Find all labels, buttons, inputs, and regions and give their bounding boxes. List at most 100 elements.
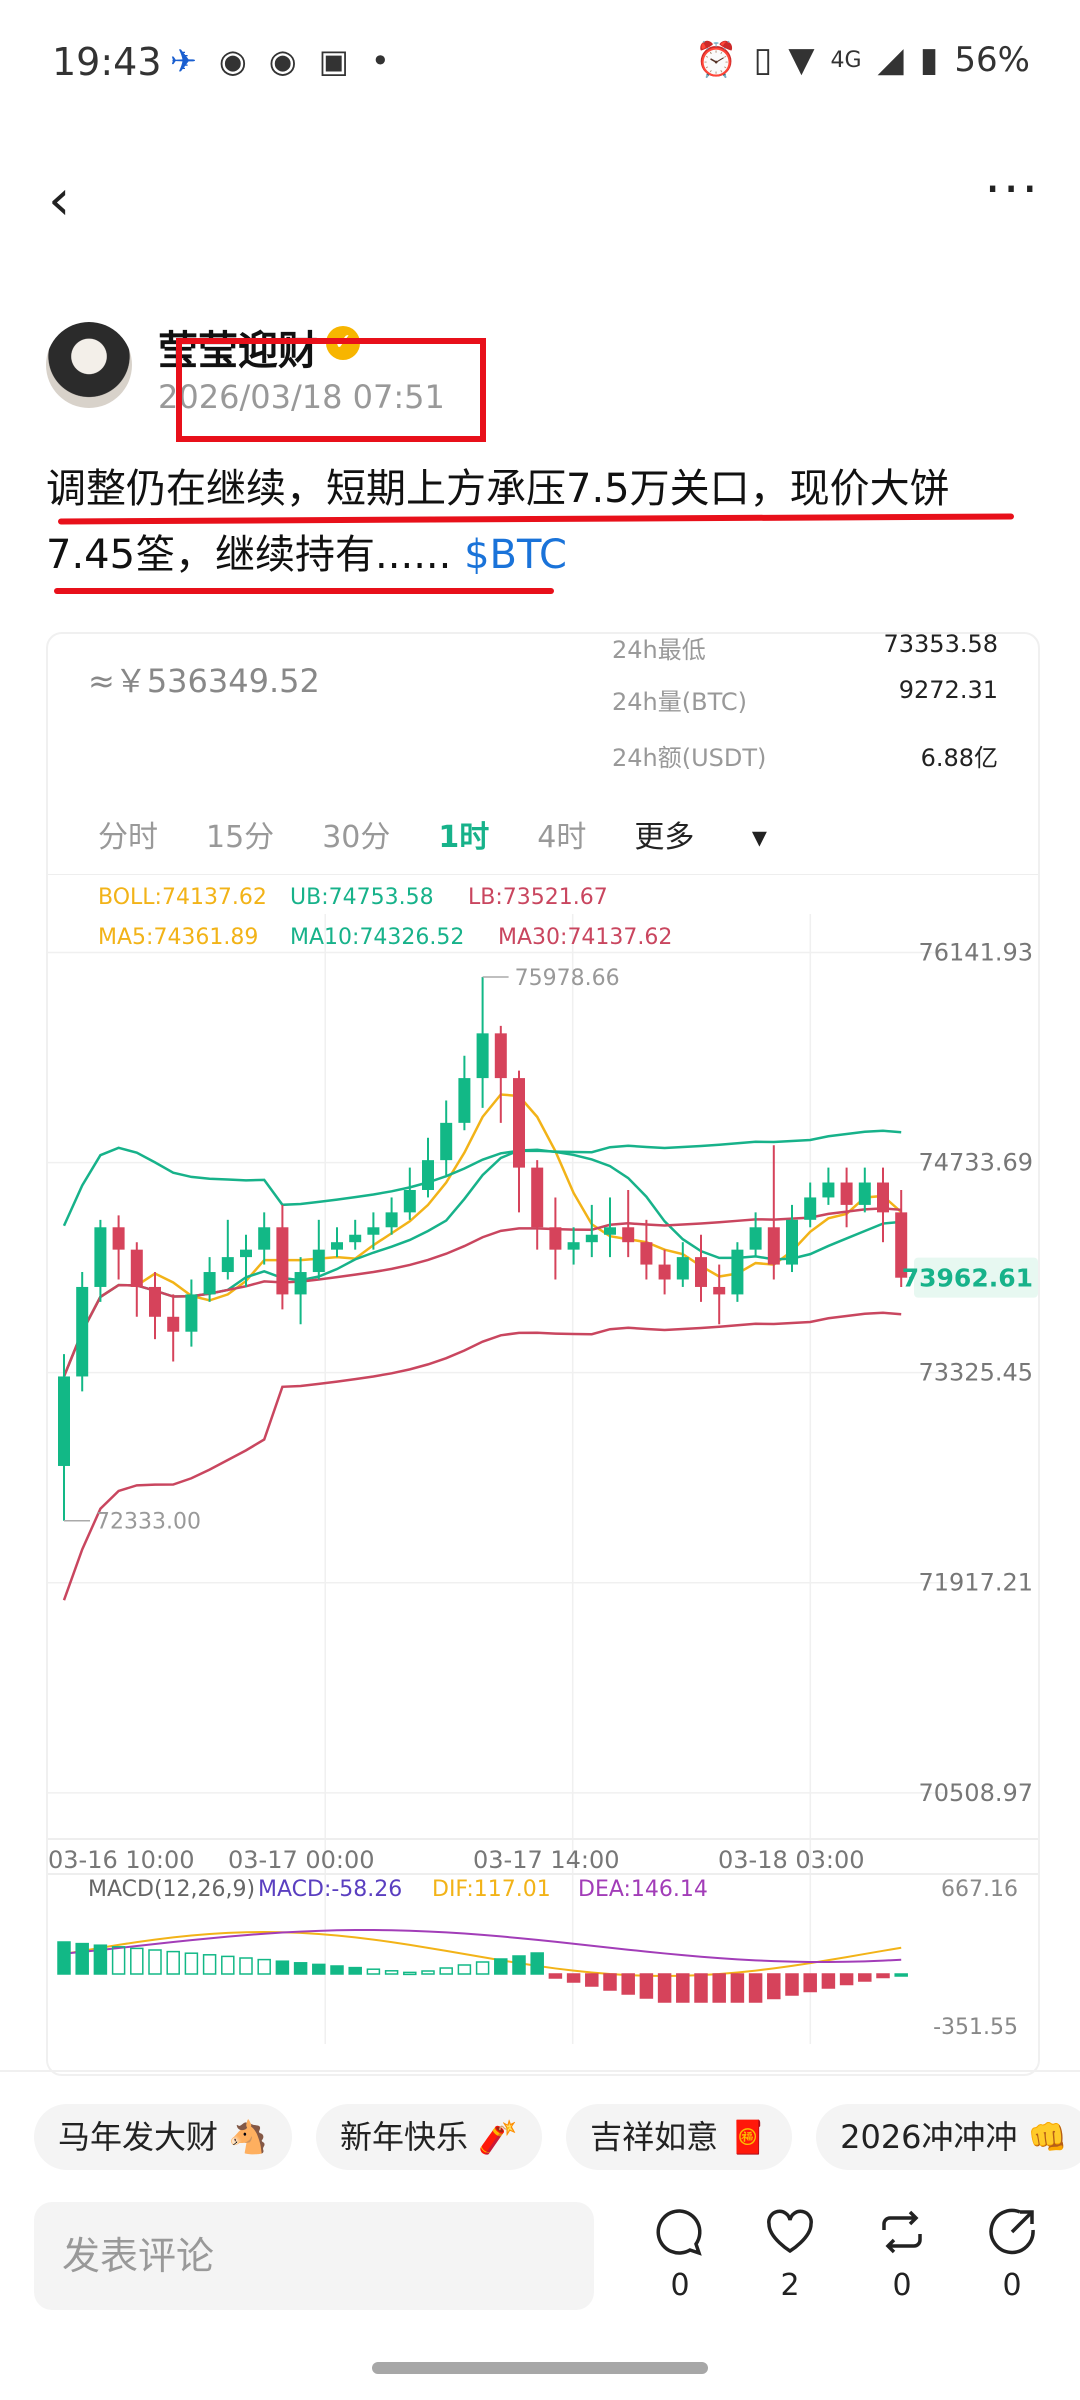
share-count: 0 <box>1002 2268 1022 2303</box>
candle-body <box>840 1182 853 1205</box>
chip-1[interactable]: 马年发大财 🐴 <box>34 2104 293 2170</box>
macd-bar <box>821 1973 836 1989</box>
comment-input[interactable]: 发表评论 <box>34 2202 594 2310</box>
dea-line <box>63 1929 902 1963</box>
tab-4h[interactable]: 4时 <box>537 820 587 855</box>
y-tick-label: 73325.45 <box>918 1359 1033 1387</box>
macd-bar <box>184 1952 199 1975</box>
tab-more[interactable]: 更多 ▾ <box>634 820 767 855</box>
share-icon <box>989 2208 1035 2255</box>
ma5-label: MA5:74361.89 <box>98 925 258 950</box>
author-name[interactable]: 莹莹迎财 <box>158 328 318 374</box>
macd-bar <box>275 1960 290 1975</box>
macd-bar <box>858 1973 872 1982</box>
high-price-label: 75978.66 <box>515 966 620 991</box>
like-button[interactable]: 2 <box>750 2206 830 2303</box>
stat-label: 24h量(BTC) <box>612 688 747 716</box>
notification-icons: ✈ ◉ ◉ ▣ • <box>170 42 390 80</box>
more-options-icon[interactable]: ··· <box>984 160 1040 220</box>
share-button[interactable]: 0 <box>972 2206 1052 2303</box>
wifi-icon: ▼ <box>788 40 815 80</box>
macd-bar <box>712 1973 726 2003</box>
candle-body <box>877 1182 889 1213</box>
network-label: 4G <box>830 47 862 73</box>
dea-value: DEA:146.14 <box>578 1877 708 1902</box>
macd-bar <box>839 1973 854 1986</box>
macd-bar <box>876 1973 890 1979</box>
candle-body <box>713 1286 726 1295</box>
comment-button[interactable]: 0 <box>640 2206 720 2303</box>
candle-body <box>513 1078 525 1168</box>
macd-bar <box>475 1961 490 1975</box>
home-indicator[interactable] <box>372 2362 708 2374</box>
chip-3[interactable]: 吉祥如意 🧧 <box>566 2104 793 2170</box>
macd-bar <box>657 1973 672 2003</box>
macd-bar <box>803 1973 817 1993</box>
bird-icon: ✈ <box>170 42 197 80</box>
candle-body <box>221 1257 234 1273</box>
tab-1h[interactable]: 1时 <box>438 820 490 855</box>
back-arrow-icon[interactable]: ‹ <box>48 168 71 233</box>
candle-body <box>349 1234 362 1243</box>
y-tick-label: 74733.69 <box>918 1149 1033 1177</box>
candle-body <box>494 1033 507 1079</box>
status-time: 19:43 <box>52 40 162 84</box>
macd-bar <box>166 1950 180 1975</box>
repost-count: 0 <box>892 2268 912 2303</box>
candle-body <box>549 1227 562 1250</box>
candle-body <box>112 1227 125 1250</box>
repost-button[interactable]: 0 <box>862 2206 942 2303</box>
ma5-line <box>62 1093 903 1377</box>
tab-30m[interactable]: 30分 <box>322 820 391 855</box>
candle-body <box>858 1182 871 1205</box>
dif-value: DIF:117.01 <box>432 1877 551 1902</box>
macd-bar <box>767 1973 781 2000</box>
candlestick-chart[interactable]: 76141.93 74733.69 73325.45 71917.21 70508.97… <box>48 874 1038 2074</box>
candle-body <box>294 1272 307 1295</box>
tab-15m[interactable]: 15分 <box>206 820 275 855</box>
ub-label: UB:74753.58 <box>290 885 434 910</box>
market-card[interactable]: ≈￥536349.52 24h最低 73353.58 24h量(BTC) 927… <box>46 632 1040 2076</box>
post-date: 2026/03/18 07:51 <box>158 378 445 416</box>
interval-tabs: 分时 15分 30分 1时 4时 更多 ▾ <box>98 812 815 856</box>
macd-bar <box>621 1973 635 1995</box>
macd-bar <box>894 1973 908 1977</box>
macd-bar <box>202 1954 217 1975</box>
weibo-icon-2: ◉ <box>268 42 297 80</box>
comment-count: 0 <box>670 2268 690 2303</box>
comment-icon <box>656 2209 702 2256</box>
candle-body <box>767 1227 780 1265</box>
avatar[interactable] <box>46 322 132 408</box>
macd-bar <box>257 1958 271 1975</box>
candle-body <box>76 1286 89 1377</box>
y-tick-label: 71917.21 <box>918 1569 1033 1597</box>
candle-body <box>167 1316 180 1332</box>
like-count: 2 <box>780 2268 800 2303</box>
candle-body <box>786 1219 798 1265</box>
battery-icon: ▮ <box>919 40 939 80</box>
btc-tag-link[interactable]: $BTC <box>464 532 567 578</box>
macd-bar <box>603 1973 617 1991</box>
candle-body <box>676 1257 689 1280</box>
macd-bar <box>148 1949 162 1975</box>
candle-body <box>331 1242 343 1250</box>
macd-bar <box>403 1971 417 1976</box>
macd-bar <box>639 1973 654 1999</box>
macd-bar <box>130 1947 144 1975</box>
candle-body <box>695 1257 707 1287</box>
macd-bar <box>530 1952 544 1975</box>
heart-icon <box>767 2209 813 2254</box>
weibo-icon: ◉ <box>218 42 247 80</box>
mail-icon: ▣ <box>318 42 349 80</box>
status-bar: 19:43 ✈ ◉ ◉ ▣ • ⏰ ▯ ▼ 4G ◢ ▮ 56% <box>0 0 1080 130</box>
candle-body <box>622 1227 635 1243</box>
candle-body <box>604 1227 616 1235</box>
chip-2[interactable]: 新年快乐 🧨 <box>316 2104 543 2170</box>
chip-4[interactable]: 2026冲冲冲 👊 <box>816 2104 1080 2170</box>
candle-body <box>149 1286 161 1317</box>
y-tick-label: 76141.93 <box>918 938 1033 966</box>
dot-icon: • <box>370 42 390 80</box>
ma30-line <box>62 1207 902 1377</box>
tab-time[interactable]: 分时 <box>98 820 158 855</box>
current-price-label: 73962.61 <box>902 1264 1033 1293</box>
